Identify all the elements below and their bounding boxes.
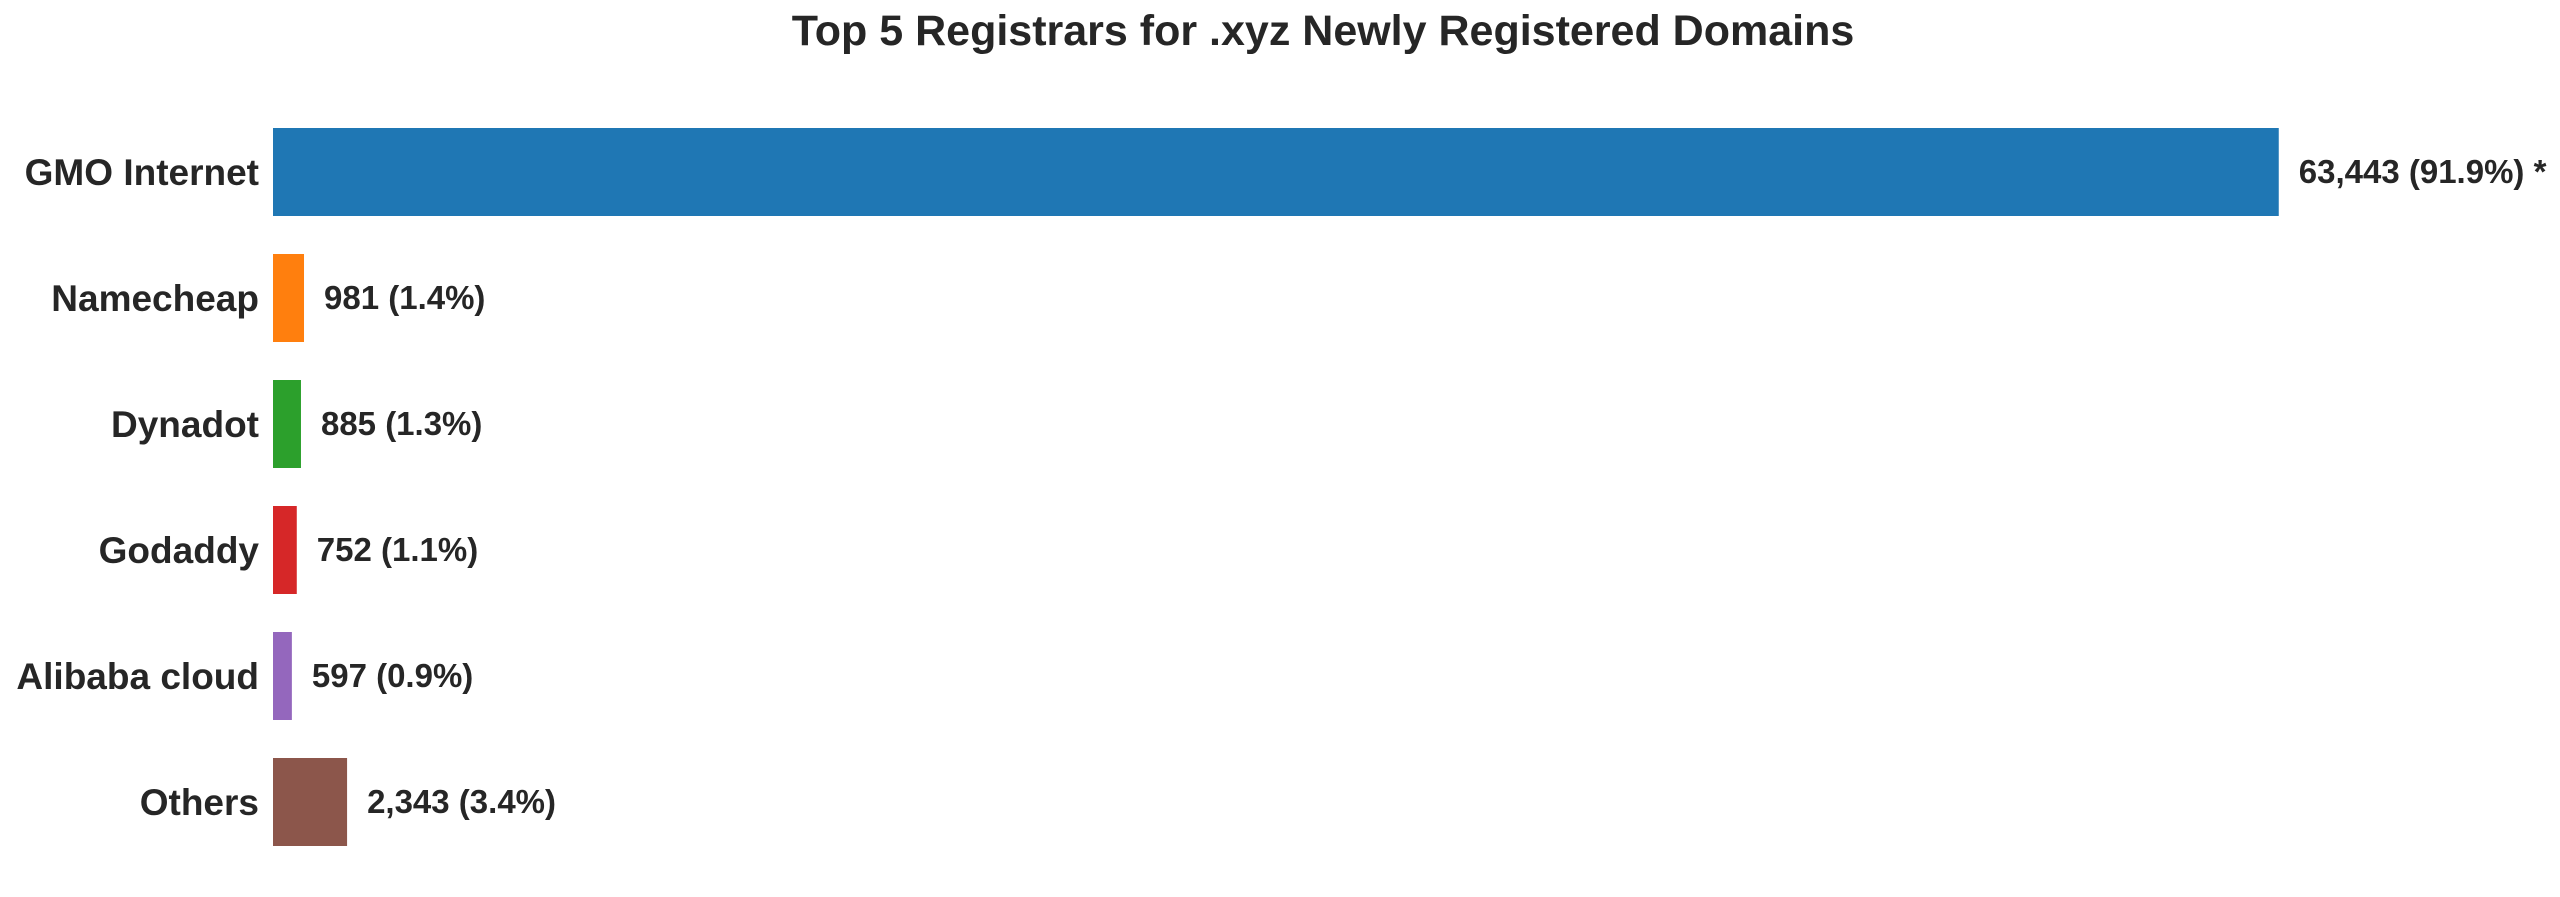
bar-namecheap xyxy=(273,254,305,342)
category-labels-group: GMO Internet Namecheap Dynadot Godaddy Aliba… xyxy=(16,152,259,823)
category-label-godaddy: Godaddy xyxy=(99,530,260,571)
value-labels-group: 63,443 (91.9%) * 981 (1.4%) 885 (1.3%) 752 … xyxy=(312,153,2547,820)
chart-title: Top 5 Registrars for .xyz Newly Register… xyxy=(792,7,1855,55)
value-label-gmo-internet: 63,443 (91.9%) * xyxy=(2299,153,2547,190)
category-label-others: Others xyxy=(140,782,259,823)
value-label-alibaba-cloud: 597 (0.9%) xyxy=(312,657,473,694)
bars-group xyxy=(273,128,2279,846)
bar-others xyxy=(273,758,348,846)
bar-godaddy xyxy=(273,506,297,594)
value-label-others: 2,343 (3.4%) xyxy=(367,783,556,820)
value-label-godaddy: 752 (1.1%) xyxy=(317,531,478,568)
category-label-alibaba-cloud: Alibaba cloud xyxy=(16,656,259,697)
category-label-namecheap: Namecheap xyxy=(51,278,259,319)
category-label-dynadot: Dynadot xyxy=(111,404,259,445)
value-label-dynadot: 885 (1.3%) xyxy=(321,405,482,442)
value-label-namecheap: 981 (1.4%) xyxy=(324,279,485,316)
bar-alibaba-cloud xyxy=(273,632,292,720)
bar-gmo-internet xyxy=(273,128,2279,216)
bar-dynadot xyxy=(273,380,301,468)
category-label-gmo-internet: GMO Internet xyxy=(25,152,259,193)
